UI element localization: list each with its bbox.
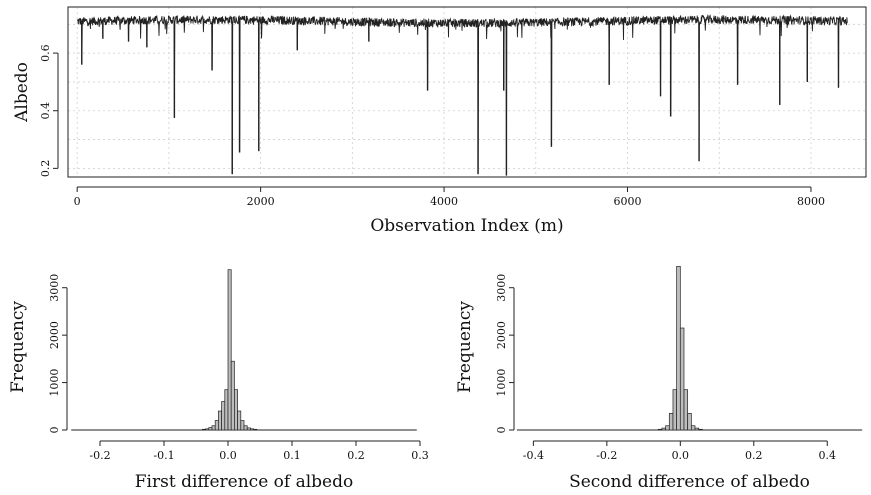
y-tick-label: 0.4 bbox=[39, 102, 52, 120]
x-tick-label: 4000 bbox=[430, 195, 458, 208]
histogram-bar bbox=[227, 269, 232, 431]
histogram-bar bbox=[698, 428, 703, 431]
histogram-bar bbox=[672, 389, 677, 431]
x-tick-label: 0.4 bbox=[819, 449, 837, 462]
x-tick-label: 0.1 bbox=[283, 449, 301, 462]
histogram-bar bbox=[221, 401, 226, 431]
histogram-bar bbox=[690, 425, 696, 431]
x-tick-label: 0 bbox=[74, 195, 81, 208]
histogram-bar bbox=[657, 428, 663, 431]
x-tick-label: 0.0 bbox=[672, 449, 690, 462]
y-tick-label: 1000 bbox=[495, 369, 508, 397]
histogram-bar bbox=[661, 427, 666, 431]
x-tick-label: 8000 bbox=[797, 195, 825, 208]
histogram-bar bbox=[250, 428, 254, 431]
y-tick-label: 2000 bbox=[48, 321, 61, 349]
y-tick-label: 3000 bbox=[495, 274, 508, 302]
y-tick-label: 0.6 bbox=[39, 44, 52, 62]
x-axis-title: Observation Index (m) bbox=[370, 216, 563, 236]
x-tick-label: -0.2 bbox=[89, 449, 110, 462]
histogram-bar bbox=[243, 425, 248, 431]
histogram-bar bbox=[237, 410, 242, 431]
y-tick-label: 2000 bbox=[495, 321, 508, 349]
histogram-bar bbox=[230, 360, 235, 431]
x-tick-label: 0.3 bbox=[411, 449, 429, 462]
histogram-bar bbox=[224, 389, 229, 431]
histogram-bar bbox=[208, 427, 213, 431]
histogram-bar bbox=[234, 389, 238, 431]
x-tick-label: -0.2 bbox=[596, 449, 617, 462]
histogram-bar bbox=[683, 389, 689, 431]
histogram-bar bbox=[218, 410, 222, 431]
x-tick-label: 0.2 bbox=[745, 449, 763, 462]
histogram-bar bbox=[205, 428, 210, 431]
y-axis-title: Frequency bbox=[8, 301, 28, 393]
y-tick-label: 1000 bbox=[48, 369, 61, 397]
plot-frame bbox=[67, 6, 867, 178]
x-tick-label: -0.1 bbox=[153, 449, 174, 462]
x-tick-label: 0.0 bbox=[219, 449, 237, 462]
histogram-bar bbox=[668, 413, 674, 431]
albedo-series-line bbox=[76, 14, 848, 176]
histogram-bar bbox=[694, 427, 700, 431]
x-tick-label: 0.2 bbox=[347, 449, 365, 462]
histogram-bar bbox=[687, 413, 692, 431]
histogram-bar bbox=[214, 420, 219, 431]
histogram-bar bbox=[211, 425, 216, 431]
y-tick-label: 3000 bbox=[48, 274, 61, 302]
histogram-bar bbox=[246, 427, 251, 431]
y-tick-label: 0 bbox=[495, 427, 508, 434]
x-axis-title: Second difference of albedo bbox=[569, 472, 810, 492]
histogram-bar bbox=[253, 428, 258, 431]
x-tick-label: 6000 bbox=[614, 195, 642, 208]
x-tick-label: -0.4 bbox=[523, 449, 544, 462]
histogram-bar bbox=[665, 425, 670, 431]
histogram-bar bbox=[202, 428, 206, 431]
y-axis-title: Frequency bbox=[455, 301, 475, 393]
histogram-bar bbox=[679, 327, 685, 431]
y-axis-title: Albedo bbox=[12, 62, 32, 123]
y-tick-label: 0.2 bbox=[39, 160, 52, 178]
x-tick-label: 2000 bbox=[247, 195, 275, 208]
histogram-bar bbox=[240, 420, 245, 431]
albedo-series-panel: 0 2000 4000 6000 8000 0.2 0.4 0.6 Observation In… bbox=[12, 6, 867, 236]
x-axis-title: First difference of albedo bbox=[135, 472, 353, 492]
histogram-bar bbox=[676, 266, 681, 431]
y-tick-label: 0 bbox=[48, 427, 61, 434]
first-difference-histogram-panel: -0.2 -0.1 0.0 0.1 0.2 0.3 0 1000 2000 3000 First d… bbox=[8, 269, 429, 492]
second-difference-histogram-panel: -0.4 -0.2 0.0 0.2 0.4 0 1000 2000 3000 Second dif… bbox=[455, 266, 863, 492]
